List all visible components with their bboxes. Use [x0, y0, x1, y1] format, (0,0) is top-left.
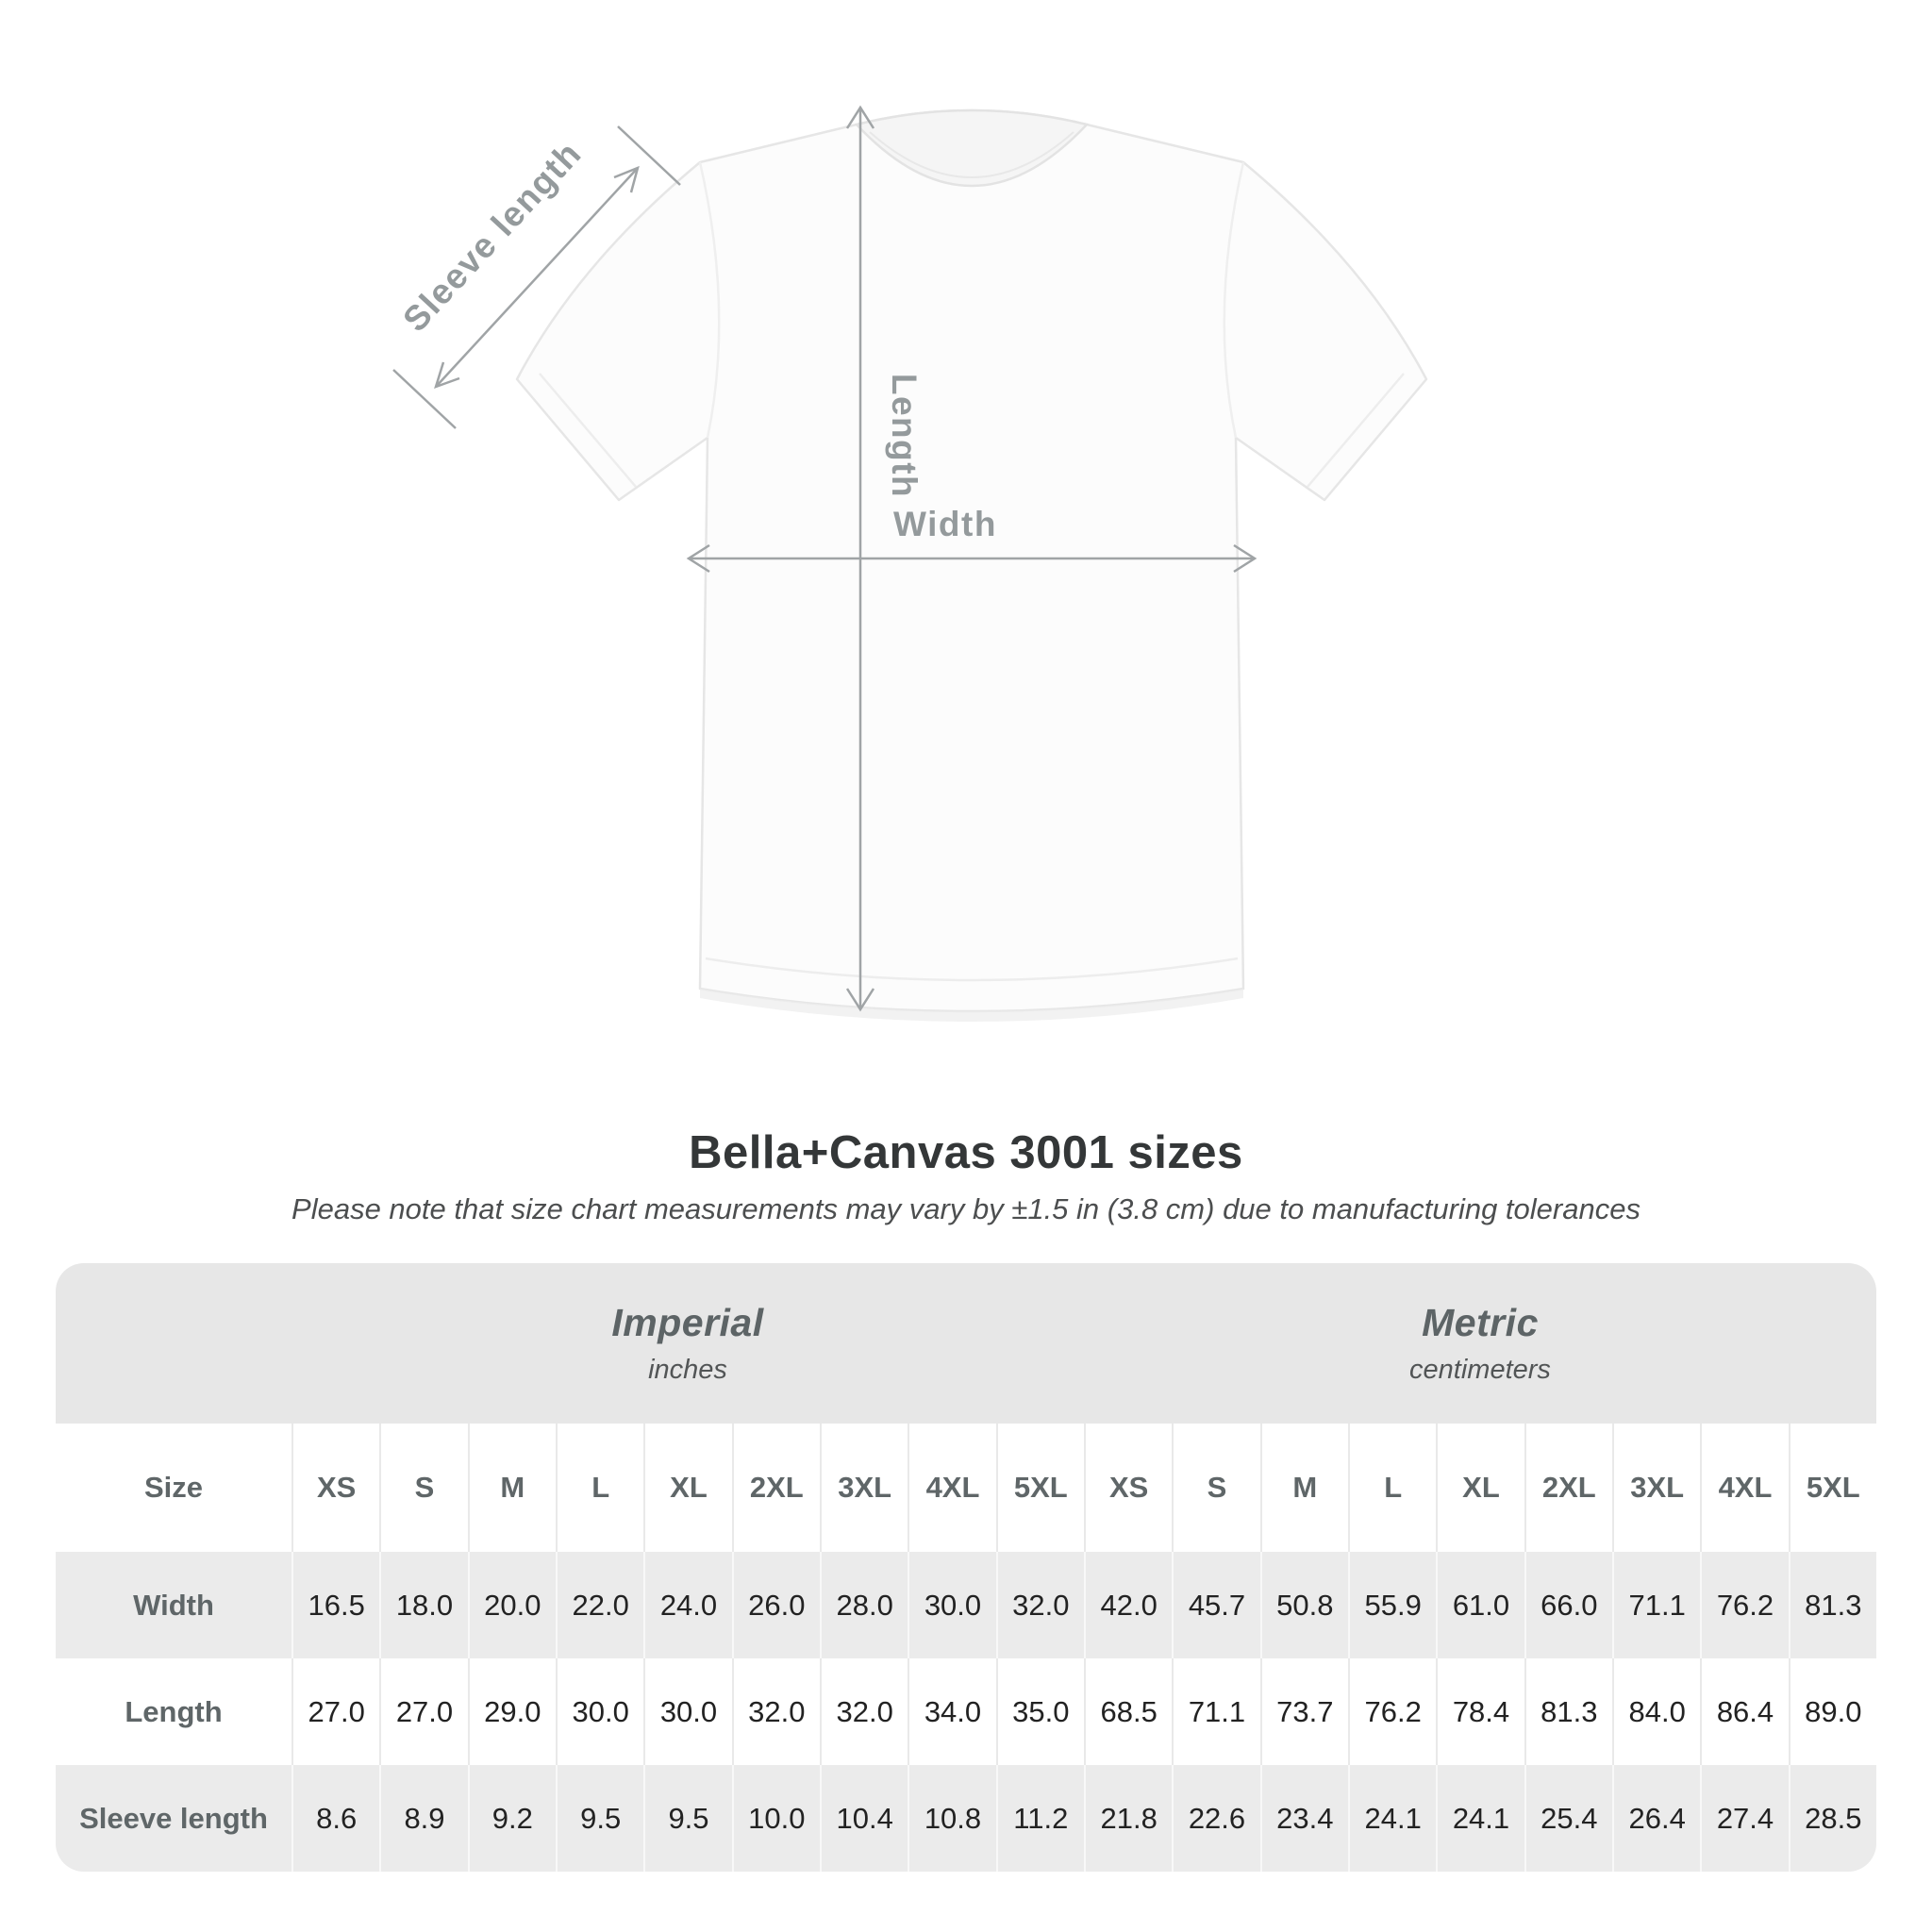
tshirt-graphic: [515, 108, 1428, 1022]
metric-header: Metric centimeters: [1084, 1263, 1876, 1424]
value-cell: 8.6: [291, 1765, 380, 1872]
value-cell: 27.0: [379, 1658, 468, 1765]
size-header-cell: XS: [291, 1424, 380, 1552]
value-cell: 81.3: [1788, 1552, 1876, 1658]
size-table-grid: Size XS S M L XL 2XL 3XL 4XL 5XL XS S M L XL 2XL 3XL 4XL 5…: [56, 1424, 1876, 1872]
value-cell: 30.0: [908, 1552, 996, 1658]
size-table: Imperial inches Metric centimeters Size X…: [56, 1263, 1876, 1872]
value-cell: 86.4: [1700, 1658, 1789, 1765]
size-header-cell: 3XL: [820, 1424, 908, 1552]
measurement-annotations: [392, 105, 1257, 1012]
value-cell: 32.0: [820, 1658, 908, 1765]
value-cell: 84.0: [1612, 1658, 1701, 1765]
value-cell: 73.7: [1259, 1658, 1348, 1765]
row-label: Width: [56, 1552, 291, 1658]
imperial-unit: inches: [648, 1355, 727, 1385]
size-header-cell: M: [467, 1424, 556, 1552]
value-cell: 71.1: [1172, 1658, 1260, 1765]
size-header-cell: 3XL: [1612, 1424, 1701, 1552]
value-cell: 35.0: [995, 1658, 1084, 1765]
value-cell: 50.8: [1259, 1552, 1348, 1658]
value-cell: 89.0: [1788, 1658, 1876, 1765]
size-header-cell: 4XL: [1700, 1424, 1789, 1552]
metric-title: Metric: [1422, 1301, 1539, 1344]
value-cell: 23.4: [1259, 1765, 1348, 1872]
value-cell: 25.4: [1524, 1765, 1612, 1872]
value-cell: 16.5: [291, 1552, 380, 1658]
value-cell: 30.0: [643, 1658, 732, 1765]
value-cell: 45.7: [1172, 1552, 1260, 1658]
tolerance-note: Please note that size chart measurements…: [291, 1192, 1641, 1225]
value-cell: 76.2: [1700, 1552, 1789, 1658]
size-header-cell: L: [556, 1424, 644, 1552]
value-cell: 9.5: [556, 1765, 644, 1872]
imperial-header: Imperial inches: [291, 1263, 1084, 1424]
value-cell: 8.9: [379, 1765, 468, 1872]
value-cell: 30.0: [556, 1658, 644, 1765]
width-dimension-line: [686, 543, 1257, 574]
value-cell: 66.0: [1524, 1552, 1612, 1658]
value-cell: 24.1: [1436, 1765, 1524, 1872]
sleeve-length-dimension-line: [392, 125, 681, 429]
value-cell: 10.4: [820, 1765, 908, 1872]
value-cell: 27.0: [291, 1658, 380, 1765]
width-label: Width: [893, 505, 997, 543]
size-header-cell: 5XL: [995, 1424, 1084, 1552]
value-cell: 32.0: [995, 1552, 1084, 1658]
value-cell: 34.0: [908, 1658, 996, 1765]
value-cell: 10.0: [731, 1765, 820, 1872]
value-cell: 76.2: [1348, 1658, 1437, 1765]
value-cell: 28.0: [820, 1552, 908, 1658]
value-cell: 32.0: [731, 1658, 820, 1765]
value-cell: 22.6: [1172, 1765, 1260, 1872]
value-cell: 28.5: [1788, 1765, 1876, 1872]
value-cell: 29.0: [467, 1658, 556, 1765]
value-cell: 55.9: [1348, 1552, 1437, 1658]
value-cell: 10.8: [908, 1765, 996, 1872]
value-cell: 26.0: [731, 1552, 820, 1658]
tshirt-diagram-svg: Sleeve length Length Width: [392, 105, 1428, 1022]
length-label: Length: [885, 374, 924, 498]
size-column-header: Size: [56, 1424, 291, 1552]
value-cell: 24.1: [1348, 1765, 1437, 1872]
size-header-cell: L: [1348, 1424, 1437, 1552]
value-cell: 27.4: [1700, 1765, 1789, 1872]
metric-unit: centimeters: [1409, 1355, 1551, 1385]
value-cell: 21.8: [1084, 1765, 1173, 1872]
value-cell: 9.2: [467, 1765, 556, 1872]
size-header-cell: 2XL: [731, 1424, 820, 1552]
tshirt-measurement-diagram: Sleeve length Length Width: [392, 105, 1428, 1022]
size-header-cell: 5XL: [1788, 1424, 1876, 1552]
size-header-cell: S: [379, 1424, 468, 1552]
value-cell: 81.3: [1524, 1658, 1612, 1765]
value-cell: 24.0: [643, 1552, 732, 1658]
size-header-cell: S: [1172, 1424, 1260, 1552]
value-cell: 18.0: [379, 1552, 468, 1658]
value-cell: 42.0: [1084, 1552, 1173, 1658]
units-header-band: Imperial inches Metric centimeters: [56, 1263, 1876, 1424]
row-label: Length: [56, 1658, 291, 1765]
value-cell: 71.1: [1612, 1552, 1701, 1658]
value-cell: 61.0: [1436, 1552, 1524, 1658]
size-header-cell: XL: [1436, 1424, 1524, 1552]
value-cell: 26.4: [1612, 1765, 1701, 1872]
value-cell: 78.4: [1436, 1658, 1524, 1765]
value-cell: 20.0: [467, 1552, 556, 1658]
units-band-spacer: [56, 1263, 291, 1424]
value-cell: 9.5: [643, 1765, 732, 1872]
value-cell: 68.5: [1084, 1658, 1173, 1765]
size-header-cell: XL: [643, 1424, 732, 1552]
size-header-cell: M: [1259, 1424, 1348, 1552]
size-header-cell: 2XL: [1524, 1424, 1612, 1552]
value-cell: 22.0: [556, 1552, 644, 1658]
imperial-title: Imperial: [611, 1301, 764, 1344]
row-label: Sleeve length: [56, 1765, 291, 1872]
page-title: Bella+Canvas 3001 sizes: [689, 1127, 1243, 1178]
size-header-cell: 4XL: [908, 1424, 996, 1552]
size-header-cell: XS: [1084, 1424, 1173, 1552]
value-cell: 11.2: [995, 1765, 1084, 1872]
